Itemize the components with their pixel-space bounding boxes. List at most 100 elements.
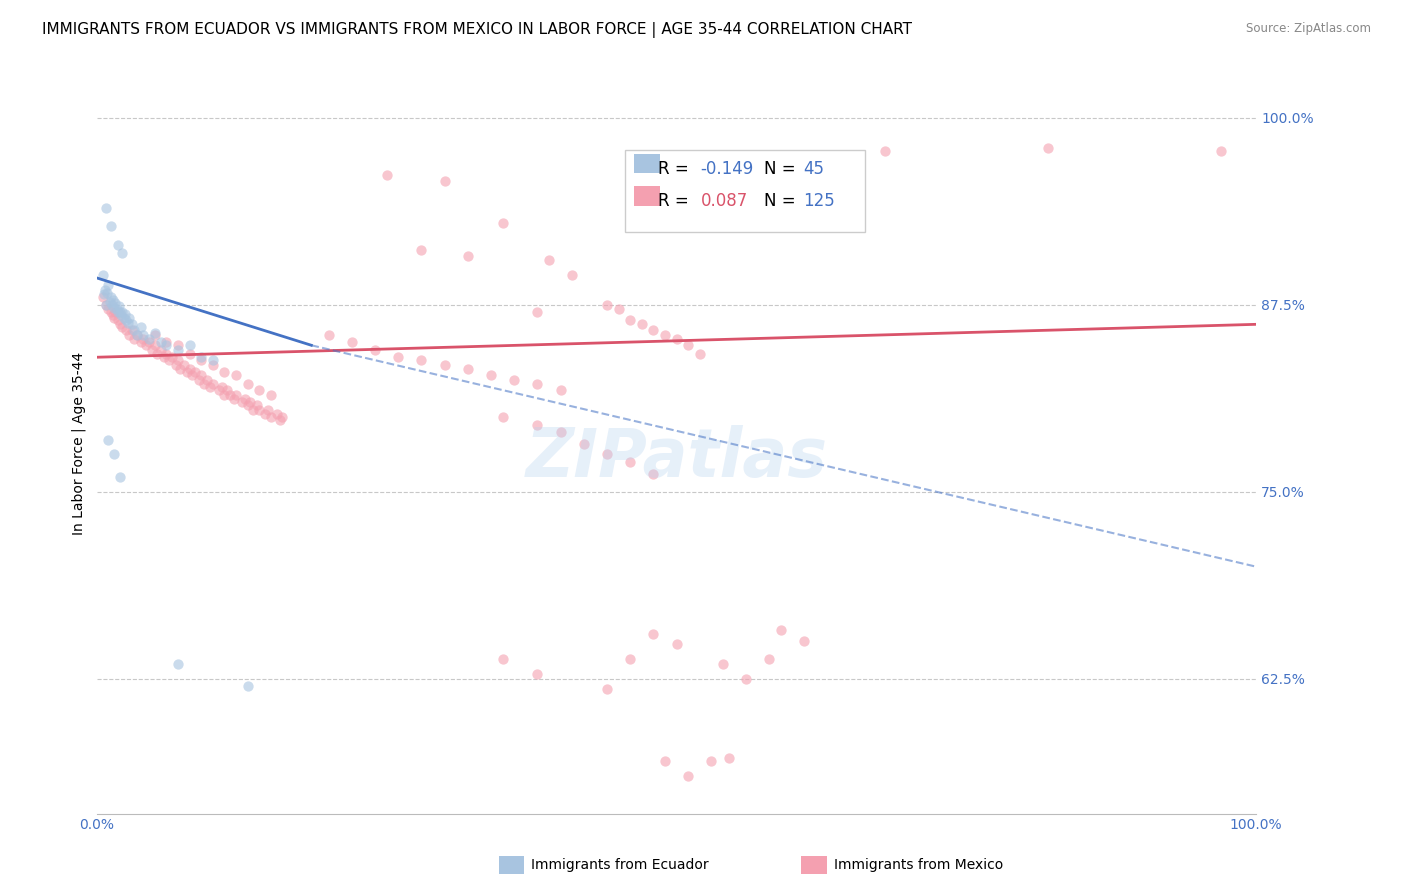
Point: [94, 298, 117, 312]
Point: [111, 305, 134, 319]
Point: [215, 383, 238, 397]
Point: [700, 754, 723, 768]
Point: [239, 395, 262, 409]
Point: [112, 311, 135, 326]
Point: [236, 679, 259, 693]
Point: [550, 383, 572, 397]
Point: [146, 347, 169, 361]
Point: [149, 335, 172, 350]
Point: [1211, 144, 1233, 158]
Point: [135, 338, 157, 352]
Point: [121, 318, 143, 332]
Point: [457, 362, 479, 376]
Point: [271, 410, 294, 425]
Point: [104, 305, 127, 319]
Point: [717, 751, 740, 765]
Point: [214, 365, 236, 379]
Point: [98, 294, 121, 309]
Point: [108, 299, 131, 313]
Point: [96, 285, 118, 300]
Point: [537, 252, 560, 267]
Point: [111, 320, 134, 334]
Point: [711, 657, 734, 671]
Point: [121, 323, 143, 337]
Point: [103, 301, 125, 315]
Point: [132, 332, 155, 346]
Point: [689, 347, 711, 361]
Text: Immigrants from Mexico: Immigrants from Mexico: [834, 858, 1002, 872]
Point: [526, 667, 548, 681]
Point: [260, 387, 283, 401]
Point: [231, 395, 253, 409]
Point: [100, 290, 122, 304]
Point: [176, 365, 198, 379]
Point: [665, 638, 688, 652]
Point: [643, 627, 665, 641]
Point: [108, 305, 131, 319]
Point: [111, 245, 134, 260]
Point: [190, 350, 212, 364]
Point: [160, 350, 183, 364]
Point: [103, 311, 125, 326]
Point: [503, 373, 526, 387]
Point: [619, 313, 641, 327]
Point: [100, 305, 122, 319]
Point: [236, 377, 259, 392]
Point: [129, 335, 152, 350]
Point: [550, 425, 572, 439]
Text: Immigrants from Ecuador: Immigrants from Ecuador: [531, 858, 709, 872]
Point: [138, 332, 160, 346]
Point: [793, 634, 815, 648]
Point: [179, 362, 201, 376]
Point: [269, 413, 291, 427]
Text: -0.149: -0.149: [700, 160, 754, 178]
Point: [167, 338, 190, 352]
Point: [193, 377, 215, 392]
Point: [1036, 141, 1059, 155]
Point: [607, 302, 630, 317]
Point: [665, 332, 688, 346]
Point: [129, 320, 152, 334]
Point: [122, 332, 145, 346]
Point: [127, 327, 149, 342]
Text: R =: R =: [658, 160, 695, 178]
Point: [266, 407, 288, 421]
Point: [179, 338, 201, 352]
Point: [214, 387, 236, 401]
Point: [153, 350, 176, 364]
Point: [596, 682, 619, 697]
Point: [118, 327, 141, 342]
Point: [375, 168, 398, 182]
Point: [149, 343, 172, 357]
Point: [167, 343, 190, 357]
Point: [105, 302, 128, 317]
Point: [758, 652, 780, 666]
Y-axis label: In Labor Force | Age 35-44: In Labor Force | Age 35-44: [72, 351, 86, 535]
Point: [94, 201, 117, 215]
Point: [630, 318, 652, 332]
Point: [491, 652, 513, 666]
Point: [735, 672, 758, 686]
Point: [184, 365, 207, 379]
Point: [387, 350, 409, 364]
Point: [236, 398, 259, 412]
Point: [157, 353, 180, 368]
Point: [127, 327, 149, 342]
Point: [167, 657, 190, 671]
Point: [643, 323, 665, 337]
Point: [132, 327, 155, 342]
Point: [91, 290, 114, 304]
Text: IMMIGRANTS FROM ECUADOR VS IMMIGRANTS FROM MEXICO IN LABOR FORCE | AGE 35-44 COR: IMMIGRANTS FROM ECUADOR VS IMMIGRANTS FR…: [42, 22, 912, 38]
Point: [190, 368, 212, 383]
Point: [561, 268, 583, 282]
Point: [143, 326, 166, 341]
Point: [187, 373, 209, 387]
Point: [114, 323, 136, 337]
Point: [155, 338, 177, 352]
Point: [596, 448, 619, 462]
Point: [107, 313, 129, 327]
Text: Source: ZipAtlas.com: Source: ZipAtlas.com: [1246, 22, 1371, 36]
Point: [94, 283, 117, 297]
Point: [141, 343, 163, 357]
Point: [676, 338, 699, 352]
